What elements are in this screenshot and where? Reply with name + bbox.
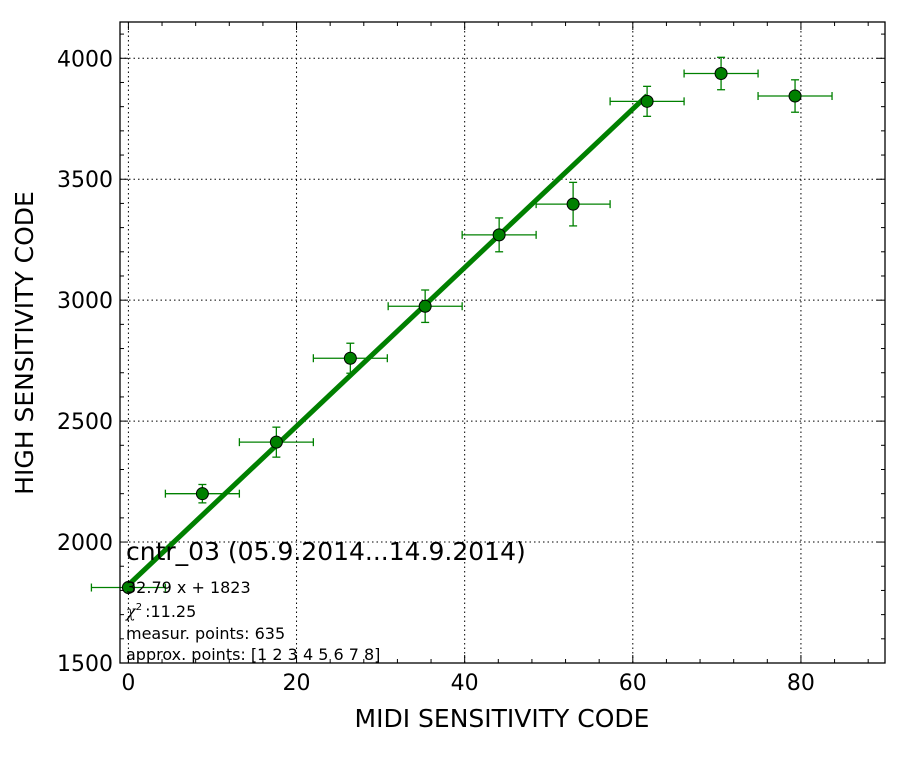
data-point xyxy=(195,487,209,501)
data-points xyxy=(121,67,802,595)
annotation-block: cntr_03 (05.9.2014...14.9.2014) 32.79 x … xyxy=(125,537,526,664)
chi-superscript: 2 xyxy=(136,602,142,613)
data-point xyxy=(640,94,654,108)
x-axis-label: MIDI SENSITIVITY CODE xyxy=(355,704,650,733)
fit-line xyxy=(126,93,649,587)
y-tick-label: 2500 xyxy=(57,410,113,435)
annotation-measur-points: measur. points: 635 xyxy=(126,624,285,643)
y-tick-label: 4000 xyxy=(57,47,113,72)
y-tick-label: 3500 xyxy=(57,168,113,193)
data-point xyxy=(492,228,506,242)
y-axis-label: HIGH SENSITIVITY CODE xyxy=(10,191,39,495)
fit-line-group xyxy=(126,93,649,587)
annotation-approx-points: approx. points: [1 2 3 4 5 6 7 8] xyxy=(126,645,380,664)
chi2-value: :11.25 xyxy=(145,602,196,621)
grid-lines xyxy=(120,22,885,664)
x-tick-label: 0 xyxy=(121,671,135,696)
error-bars xyxy=(90,56,833,592)
data-point xyxy=(788,89,802,103)
ticks: 0 20 40 60 80 1500 2000 2500 3000 3500 4000 xyxy=(57,22,885,696)
annotation-chi2: χ2:11.25 xyxy=(125,602,196,621)
data-point xyxy=(343,351,357,365)
chi-symbol: χ xyxy=(125,602,137,621)
annotation-title: cntr_03 (05.9.2014...14.9.2014) xyxy=(126,537,526,566)
y-tick-label: 1500 xyxy=(57,652,113,677)
x-tick-label: 20 xyxy=(283,671,311,696)
annotation-equation: 32.79 x + 1823 xyxy=(126,578,251,597)
x-tick-label: 80 xyxy=(787,671,815,696)
x-tick-label: 60 xyxy=(619,671,647,696)
y-tick-label: 2000 xyxy=(57,531,113,556)
data-point xyxy=(269,435,283,449)
data-point xyxy=(418,299,432,313)
data-point xyxy=(566,197,580,211)
data-point xyxy=(121,581,135,595)
y-tick-label: 3000 xyxy=(57,289,113,314)
data-point xyxy=(714,67,728,81)
x-tick-label: 40 xyxy=(451,671,479,696)
plot-frame xyxy=(119,21,886,664)
